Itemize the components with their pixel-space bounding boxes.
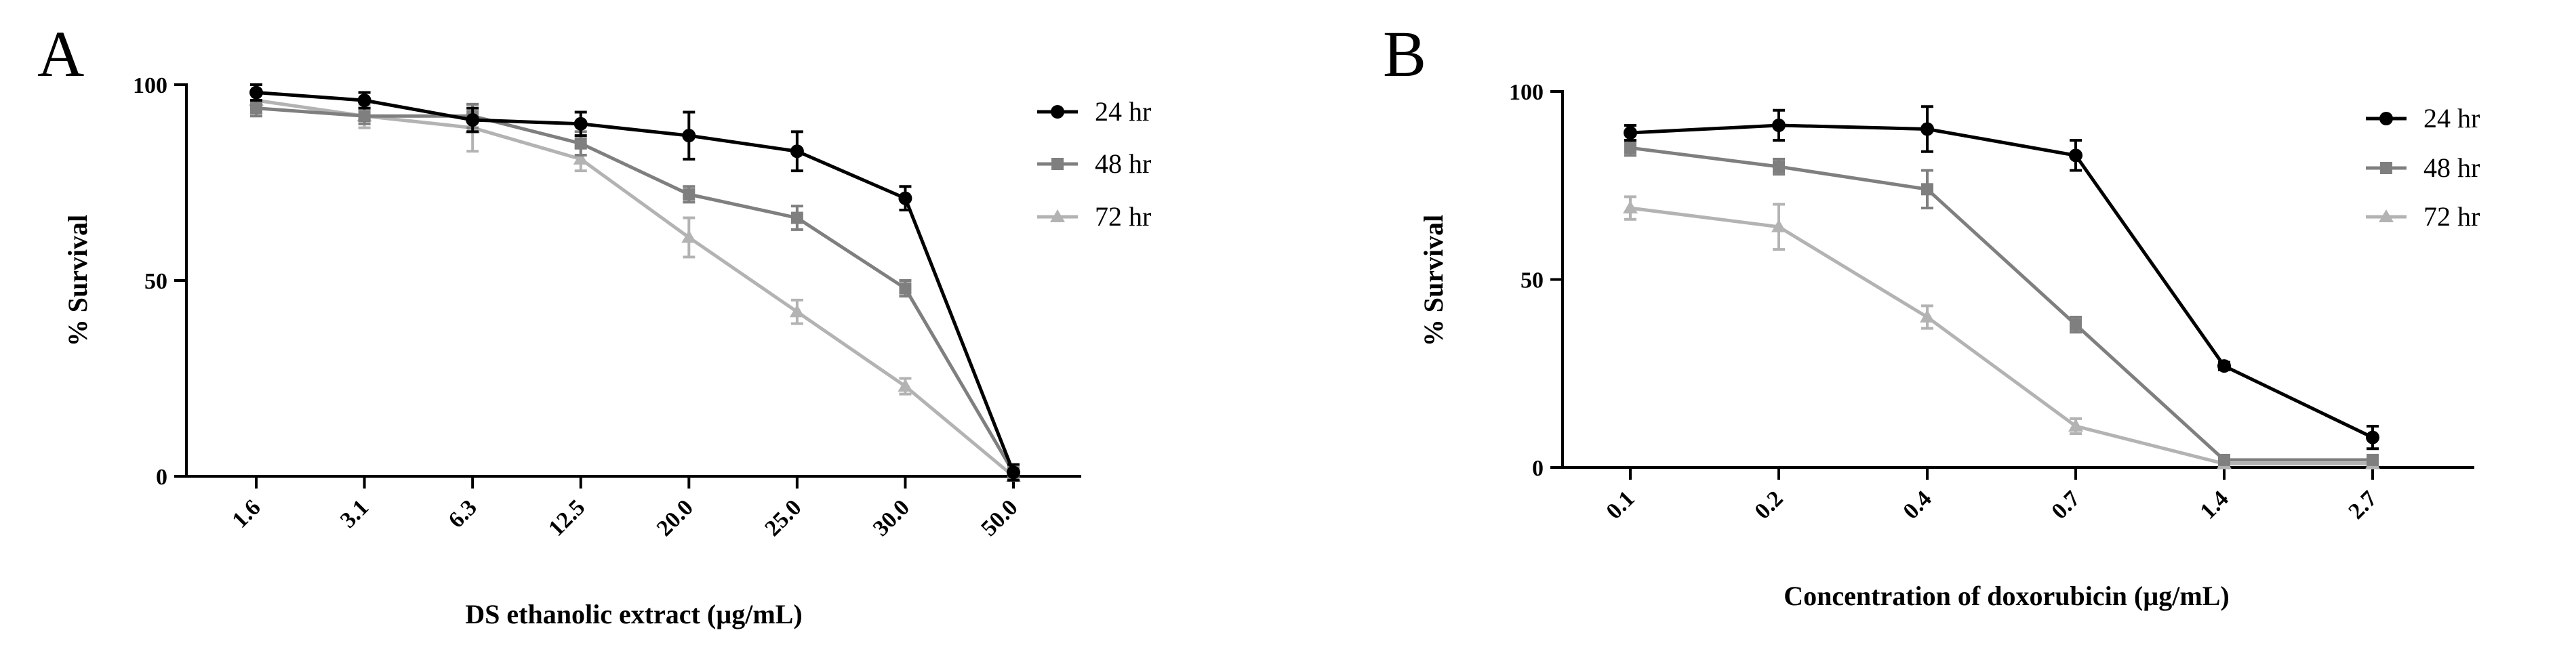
x-tick-label: 0.2: [1750, 486, 1788, 524]
data-point: [250, 102, 262, 115]
panel-b: B 0 50 100 0.1 0.2 0.4 0.7 1.4 2.7 Concentration o…: [1383, 18, 2480, 611]
series-line: [256, 91, 1015, 474]
data-point: [790, 211, 803, 224]
legend-marker: [1050, 209, 1065, 222]
data-point: [249, 85, 263, 100]
data-point: [789, 304, 805, 318]
data-point: [898, 379, 913, 392]
data-point: [466, 113, 480, 127]
series-48-hr: [250, 99, 1020, 479]
series-line: [1630, 206, 2373, 465]
data-point: [683, 188, 696, 201]
data-point: [1007, 465, 1020, 480]
series-line: [256, 106, 1015, 474]
y-axis-title: % Survival: [1418, 215, 1449, 346]
data-point: [2366, 430, 2379, 444]
legend-marker: [1051, 105, 1064, 119]
legend-item: 24 hr: [2366, 103, 2480, 133]
y-tick-label: 100: [133, 73, 167, 98]
data-point: [899, 282, 912, 295]
legend-item: 24 hr: [1037, 96, 1151, 127]
data-point: [2068, 418, 2083, 432]
legend-label: 72 hr: [2423, 201, 2480, 232]
data-point: [898, 191, 912, 205]
data-point: [681, 230, 697, 243]
legend: 24 hr 48 hr 72 hr: [1037, 96, 1151, 232]
y-tick-label: 0: [1532, 456, 1544, 481]
x-tick-label: 20.0: [652, 495, 698, 541]
data-point: [790, 144, 804, 159]
data-point: [1921, 183, 1933, 196]
x-tick-label: 0.7: [2047, 486, 2085, 524]
data-point: [573, 151, 588, 165]
legend-label: 24 hr: [2423, 103, 2480, 133]
data-point: [2070, 318, 2082, 331]
legend-item: 72 hr: [2366, 201, 2480, 232]
y-axis-title: % Survival: [62, 215, 93, 346]
y-tick-label: 0: [156, 465, 167, 490]
legend-marker: [2379, 112, 2393, 125]
data-point: [1623, 201, 1638, 214]
x-tick-label: 6.3: [444, 495, 482, 533]
x-tick-label: 0.1: [1601, 486, 1639, 524]
series-24-hr: [1624, 105, 2379, 451]
x-tick-label: 1.4: [2195, 486, 2233, 524]
x-tick-label: 12.5: [544, 495, 590, 541]
data-point: [1624, 142, 1636, 154]
series-line: [256, 98, 1015, 478]
panel-label: A: [37, 18, 84, 90]
series-72-hr: [1623, 195, 2380, 470]
data-point: [2217, 359, 2231, 373]
data-point: [682, 129, 696, 143]
x-tick-label: 25.0: [760, 495, 806, 541]
legend-marker: [2380, 162, 2392, 174]
x-tick-label: 2.7: [2343, 486, 2381, 524]
legend-item: 48 hr: [2366, 152, 2480, 183]
legend-marker: [2379, 209, 2394, 222]
data-point: [1624, 126, 1637, 140]
data-point: [358, 110, 371, 123]
y-tick-label: 50: [144, 269, 167, 294]
panel-a: A 0 50 100 1.6 3.1 6.3 12.5 20.0 25.0 30.0 50.0 DS e…: [37, 18, 1151, 629]
x-tick-label: 50.0: [976, 495, 1022, 541]
data-point: [357, 94, 371, 108]
y-tick-label: 100: [1509, 80, 1544, 105]
x-tick-label: 30.0: [868, 495, 914, 541]
data-point: [574, 137, 587, 150]
legend-label: 48 hr: [2423, 152, 2480, 183]
data-point: [1773, 161, 1785, 173]
data-point: [1920, 310, 1935, 323]
data-point: [1920, 122, 1934, 136]
x-tick-label: 1.6: [227, 495, 265, 533]
series-line: [1630, 123, 2374, 439]
panel-label: B: [1383, 18, 1426, 90]
x-axis-title: Concentration of doxorubicin (µg/mL): [1784, 581, 2229, 611]
legend-label: 72 hr: [1095, 201, 1151, 232]
data-point: [1772, 118, 1786, 132]
data-point: [2367, 453, 2379, 466]
series-line: [1630, 146, 2373, 462]
x-axis-title: DS ethanolic extract (µg/mL): [465, 599, 802, 629]
y-tick-label: 50: [1521, 268, 1544, 293]
legend-label: 24 hr: [1095, 96, 1151, 127]
legend-item: 48 hr: [1037, 148, 1151, 179]
data-point: [2218, 453, 2230, 466]
x-tick-label: 3.1: [336, 495, 374, 533]
data-point: [573, 117, 588, 131]
data-point: [1771, 219, 1786, 232]
series-48-hr: [1624, 139, 2379, 466]
legend-label: 48 hr: [1095, 148, 1151, 179]
legend-item: 72 hr: [1037, 201, 1151, 232]
x-tick-label: 0.4: [1898, 486, 1936, 524]
legend-marker: [1051, 158, 1064, 170]
series-24-hr: [249, 83, 1020, 482]
legend: 24 hr 48 hr 72 hr: [2366, 103, 2480, 232]
data-point: [2069, 148, 2082, 163]
